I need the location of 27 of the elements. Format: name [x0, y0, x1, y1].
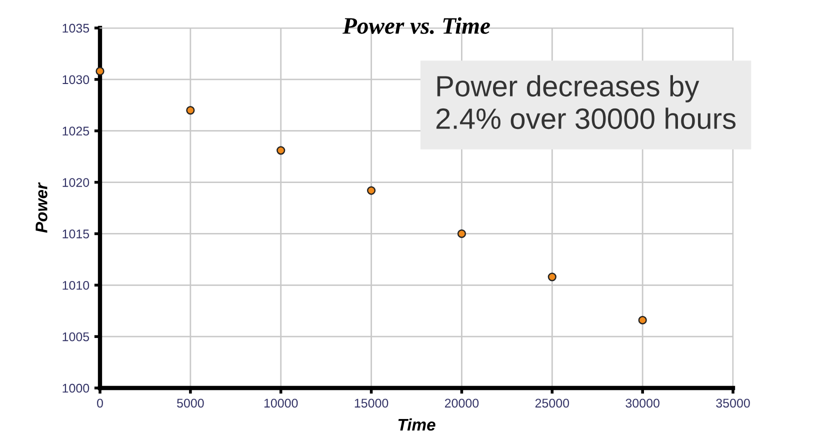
y-tick-label: 1000: [62, 384, 90, 393]
x-tick-label: 30000: [626, 398, 660, 408]
x-tick-label: 25000: [535, 398, 570, 408]
x-tick-label: 0: [97, 398, 103, 408]
chart-title: Power vs. Time: [342, 17, 490, 34]
x-tick-label: 35000: [716, 398, 750, 408]
y-tick-label: 1005: [62, 332, 90, 342]
annotation: Power decreases by 2.4% over 30000 hours: [436, 75, 736, 130]
point: [366, 186, 376, 195]
point: [96, 66, 104, 76]
y-tick-label: 1015: [62, 230, 90, 238]
y-tick-label: 1020: [62, 178, 90, 187]
x-axis-title: Time: [398, 418, 436, 431]
point: [457, 229, 466, 238]
y-tick-label: 1010: [62, 280, 90, 290]
x-tick-label: 5000: [177, 398, 204, 408]
y-tick-label: 1030: [62, 75, 90, 84]
y-tick-label: 1035: [62, 24, 90, 33]
point: [276, 146, 286, 155]
y-axis-title: Power: [36, 182, 48, 233]
x-tick-label: 10000: [264, 398, 298, 408]
point: [548, 272, 556, 282]
y-tick-label: 1025: [62, 126, 90, 136]
x-tick-label: 20000: [444, 398, 479, 408]
x-tick-label: 15000: [354, 398, 388, 408]
point: [638, 316, 647, 324]
point: [186, 106, 195, 115]
